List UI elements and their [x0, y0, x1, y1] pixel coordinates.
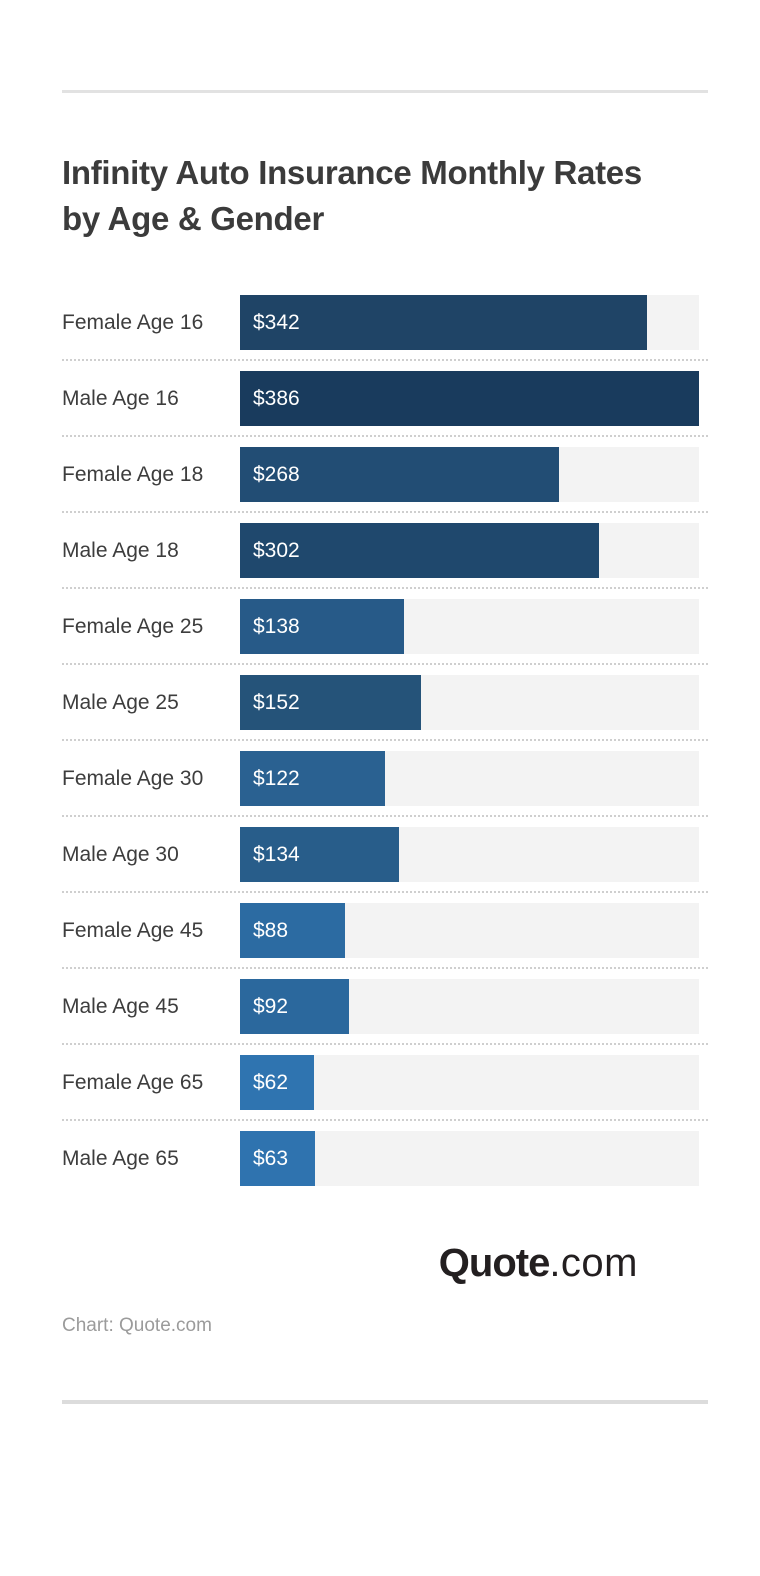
quote-com-logo: Quote.com: [62, 1240, 708, 1286]
row-label: Male Age 16: [62, 386, 179, 410]
row-label: Male Age 18: [62, 538, 179, 562]
bar-value-label: $138: [253, 614, 300, 638]
bar-row: Male Age 16 $386: [62, 371, 708, 426]
chart-title-line-2: by Age & Gender: [62, 200, 324, 237]
bar: $88: [240, 903, 345, 958]
row-separator: [62, 426, 708, 447]
row-separator: [62, 502, 708, 523]
bar-value-label: $152: [253, 690, 300, 714]
bar-value-label: $302: [253, 538, 300, 562]
bar-track: $302: [240, 523, 699, 578]
row-label: Female Age 18: [62, 462, 204, 486]
bar-value-label: $88: [253, 918, 289, 942]
row-separator: [62, 578, 708, 599]
row-separator: [62, 1110, 708, 1131]
bar: $342: [240, 295, 647, 350]
bar-track: $92: [240, 979, 699, 1034]
bar-row: Male Age 18 $302: [62, 523, 708, 578]
bar-track: $63: [240, 1131, 699, 1186]
bar: $302: [240, 523, 600, 578]
bar: $62: [240, 1055, 314, 1110]
bar-value-label: $268: [253, 462, 300, 486]
chart-title: Infinity Auto Insurance Monthly Rates by…: [62, 150, 708, 242]
bar-track: $134: [240, 827, 699, 882]
chart-source-caption: Chart: Quote.com: [62, 1315, 212, 1336]
row-separator: [62, 806, 708, 827]
bar: $92: [240, 979, 350, 1034]
bar-row: Female Age 45 $88: [62, 903, 708, 958]
bar-row: Female Age 18 $268: [62, 447, 708, 502]
bar-track: $386: [240, 371, 699, 426]
row-label: Male Age 45: [62, 994, 179, 1018]
row-separator: [62, 882, 708, 903]
bar-value-label: $62: [253, 1070, 289, 1094]
bar: $122: [240, 751, 386, 806]
bar-row: Female Age 25 $138: [62, 599, 708, 654]
bar: $386: [240, 371, 699, 426]
bar-value-label: $122: [253, 766, 300, 790]
bar-row: Male Age 25 $152: [62, 675, 708, 730]
bar-row: Male Age 45 $92: [62, 979, 708, 1034]
row-label: Female Age 25: [62, 614, 204, 638]
bar-value-label: $63: [253, 1146, 289, 1170]
row-separator: [62, 654, 708, 675]
row-label: Female Age 30: [62, 766, 204, 790]
bar-row: Male Age 30 $134: [62, 827, 708, 882]
bar: $152: [240, 675, 421, 730]
bar: $138: [240, 599, 405, 654]
row-label: Female Age 45: [62, 918, 204, 942]
bar-value-label: $92: [253, 994, 289, 1018]
row-label: Male Age 65: [62, 1146, 179, 1170]
bar-value-label: $386: [253, 386, 300, 410]
bar-track: $88: [240, 903, 699, 958]
row-label: Female Age 65: [62, 1070, 204, 1094]
row-separator: [62, 958, 708, 979]
row-separator: [62, 1034, 708, 1055]
row-label: Female Age 16: [62, 310, 204, 334]
bar-track: $138: [240, 599, 699, 654]
bar-row: Female Age 16 $342: [62, 295, 708, 350]
bar-track: $122: [240, 751, 699, 806]
chart-title-line-1: Infinity Auto Insurance Monthly Rates: [62, 154, 642, 191]
bar-track: $342: [240, 295, 699, 350]
bottom-divider: [62, 1400, 708, 1404]
row-label: Male Age 25: [62, 690, 179, 714]
row-separator: [62, 730, 708, 751]
bar-track: $268: [240, 447, 699, 502]
bar-value-label: $342: [253, 310, 300, 334]
top-divider: [62, 90, 708, 93]
bar-value-label: $134: [253, 842, 300, 866]
bar-track: $152: [240, 675, 699, 730]
bar-row: Male Age 65 $63: [62, 1131, 708, 1186]
bar-chart: Female Age 16 $342 Male Age 16 $386 Fema…: [62, 295, 708, 1186]
logo-wordmark-rest: .com: [549, 1241, 638, 1285]
row-label: Male Age 30: [62, 842, 179, 866]
bar: $63: [240, 1131, 315, 1186]
bar-row: Female Age 30 $122: [62, 751, 708, 806]
row-separator: [62, 350, 708, 371]
bar: $134: [240, 827, 400, 882]
bar-row: Female Age 65 $62: [62, 1055, 708, 1110]
bar: $268: [240, 447, 559, 502]
page-content: Infinity Auto Insurance Monthly Rates by…: [0, 90, 760, 1404]
bar-track: $62: [240, 1055, 699, 1110]
logo-wordmark-bold: Quote: [438, 1241, 551, 1285]
